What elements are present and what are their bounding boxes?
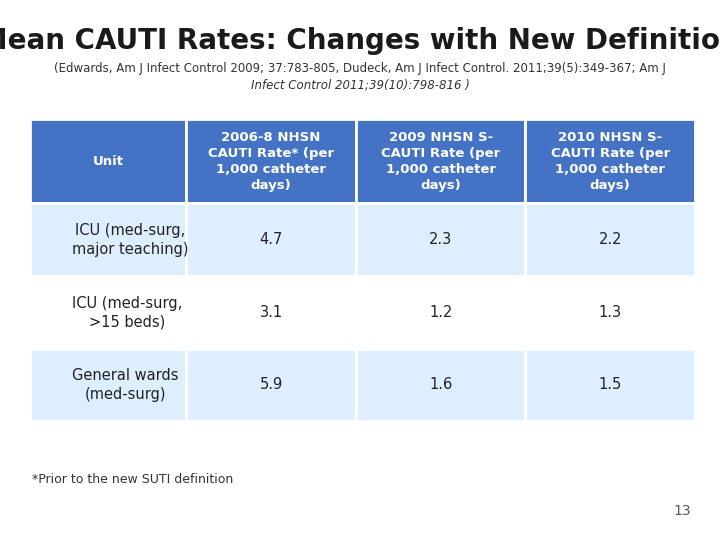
Text: 1.5: 1.5	[598, 377, 622, 393]
Text: 1.2: 1.2	[429, 305, 452, 320]
Text: *Prior to the new SUTI definition: *Prior to the new SUTI definition	[32, 473, 233, 486]
Text: (Edwards, Am J Infect Control 2009; 37:783-805, Dudeck, Am J Infect Control. 201: (Edwards, Am J Infect Control 2009; 37:7…	[54, 62, 666, 75]
Bar	[30, 204, 186, 276]
Bar	[526, 276, 695, 349]
Bar	[356, 204, 526, 276]
Bar	[356, 349, 526, 421]
Text: General wards
(med-surg): General wards (med-surg)	[72, 368, 179, 402]
Text: 1.3: 1.3	[598, 305, 622, 320]
Bar	[186, 276, 356, 349]
Bar	[526, 119, 695, 204]
Bar	[186, 204, 356, 276]
Text: Infect Control 2011;39(10):798-816 ): Infect Control 2011;39(10):798-816 )	[251, 78, 469, 91]
Text: 4.7: 4.7	[259, 232, 283, 247]
Text: ICU (med-surg,
major teaching): ICU (med-surg, major teaching)	[72, 223, 189, 256]
Bar	[356, 276, 526, 349]
Text: 1.6: 1.6	[429, 377, 452, 393]
Bar	[356, 119, 526, 204]
Text: 2.3: 2.3	[429, 232, 452, 247]
Text: Unit: Unit	[93, 154, 124, 167]
Bar	[30, 119, 186, 204]
Text: 13: 13	[674, 504, 691, 518]
Bar	[526, 204, 695, 276]
Text: 2009 NHSN S-
CAUTI Rate (per
1,000 catheter
days): 2009 NHSN S- CAUTI Rate (per 1,000 cathe…	[381, 131, 500, 192]
Text: 5.9: 5.9	[259, 377, 283, 393]
Text: ICU (med-surg,
>15 beds): ICU (med-surg, >15 beds)	[72, 295, 182, 329]
Text: 2.2: 2.2	[598, 232, 622, 247]
Text: Mean CAUTI Rates: Changes with New Definition: Mean CAUTI Rates: Changes with New Defin…	[0, 27, 720, 55]
Text: 3.1: 3.1	[259, 305, 283, 320]
Bar	[526, 349, 695, 421]
Text: 2010 NHSN S-
CAUTI Rate (per
1,000 catheter
days): 2010 NHSN S- CAUTI Rate (per 1,000 cathe…	[551, 131, 670, 192]
Text: 2006-8 NHSN
CAUTI Rate* (per
1,000 catheter
days): 2006-8 NHSN CAUTI Rate* (per 1,000 cathe…	[208, 131, 334, 192]
Bar	[186, 119, 356, 204]
Bar	[30, 276, 186, 349]
Bar	[186, 349, 356, 421]
Bar	[30, 349, 186, 421]
